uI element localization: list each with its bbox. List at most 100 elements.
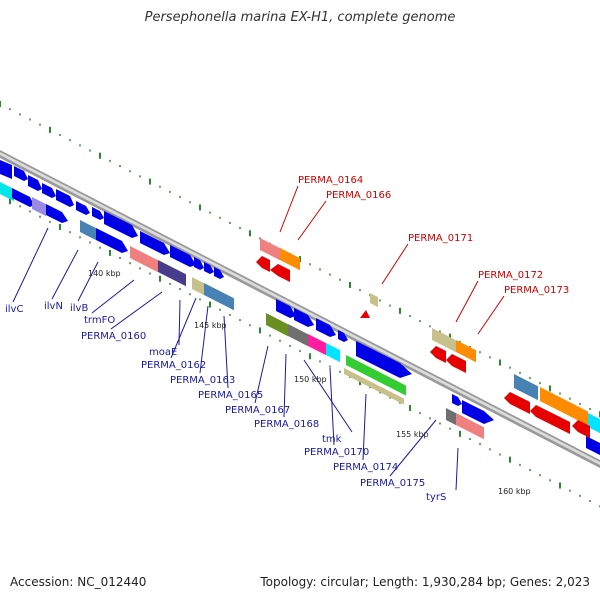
feature-small-a[interactable]	[42, 183, 56, 198]
feature-PERMA_0167[interactable]	[214, 267, 224, 279]
gene-label-PERMA_0170[interactable]: PERMA_0170	[304, 447, 369, 458]
feature-ilvN[interactable]	[14, 166, 28, 181]
product-right-1[interactable]	[514, 374, 538, 401]
feature-right-3[interactable]	[572, 420, 590, 438]
gene-label-PERMA_0160[interactable]: PERMA_0160	[81, 331, 146, 342]
product-right-2[interactable]	[540, 387, 588, 426]
feature-PERMA_0170b[interactable]	[338, 330, 348, 342]
gene-label-tyrS[interactable]: tyrS	[426, 492, 446, 503]
gene-label-PERMA_0172[interactable]: PERMA_0172	[478, 270, 543, 281]
leader-PERMA_0173	[477, 295, 505, 335]
scale-label: 160 kbp	[498, 487, 531, 496]
feature-right-2[interactable]	[530, 405, 570, 434]
gene-label-PERMA_0174[interactable]: PERMA_0174	[333, 462, 398, 473]
gene-label-PERMA_0164[interactable]: PERMA_0164	[298, 175, 363, 186]
product-trmFO-b[interactable]	[96, 228, 128, 253]
feature-trmFO[interactable]	[92, 207, 104, 220]
feature-moaE[interactable]	[140, 231, 170, 255]
gene-label-PERMA_0165[interactable]: PERMA_0165	[198, 390, 263, 401]
feature-PERMA_0165[interactable]	[204, 262, 214, 274]
scale-ticks	[0, 101, 600, 508]
feature-right-4[interactable]	[586, 436, 600, 455]
product-ilvB[interactable]	[32, 197, 46, 217]
genome-summary-text: Topology: circular; Length: 1,930,284 bp…	[260, 575, 590, 589]
leader-ilvB	[77, 261, 99, 302]
product-ilvC[interactable]	[0, 182, 14, 202]
leader-PERMA_0163	[199, 305, 209, 374]
genome-backbone-highlight	[0, 152, 600, 465]
feature-tmk[interactable]	[294, 308, 314, 327]
feature-PERMA_0160[interactable]	[104, 211, 138, 238]
gene-label-PERMA_0167[interactable]: PERMA_0167	[225, 405, 290, 416]
product-PERMA_0173[interactable]	[456, 340, 476, 363]
scale-label: 140 kbp	[88, 269, 121, 278]
product-PERMA_0175[interactable]	[456, 413, 484, 440]
product-trmFO[interactable]	[80, 220, 96, 241]
feature-PERMA_0175[interactable]	[452, 394, 462, 406]
product-moaE[interactable]	[158, 260, 186, 287]
leader-PERMA_0174	[362, 393, 367, 461]
gene-label-trmFO[interactable]: trmFO	[84, 315, 115, 326]
gene-label-moaE[interactable]: moaE	[149, 347, 177, 358]
leader-tmk	[303, 359, 353, 433]
feature-PERMA_0172[interactable]	[430, 346, 446, 363]
gene-label-ilvN[interactable]: ilvN	[44, 301, 63, 312]
gene-label-PERMA_0171[interactable]: PERMA_0171	[408, 233, 473, 244]
feature-small-b[interactable]	[56, 189, 74, 207]
scale-label: 150 kbp	[294, 375, 327, 384]
scale-labels: 140 kbp 145 kbp 150 kbp 155 kbp 160 kbp	[88, 269, 531, 496]
gene-label-PERMA_0163[interactable]: PERMA_0163	[170, 375, 235, 386]
feature-PERMA_0163[interactable]	[194, 257, 204, 270]
feature-ilvB[interactable]	[28, 175, 42, 191]
scale-label: 145 kbp	[194, 321, 227, 330]
feature-PERMA_0166[interactable]	[270, 264, 290, 282]
gene-label-PERMA_0173[interactable]: PERMA_0173	[504, 285, 569, 296]
gene-label-ilvB[interactable]: ilvB	[70, 303, 88, 314]
gene-label-PERMA_0162[interactable]: PERMA_0162	[141, 360, 206, 371]
product-PERMA_0166[interactable]	[280, 248, 300, 271]
gene-label-ilvC[interactable]: ilvC	[5, 304, 23, 315]
product-PERMA_0163[interactable]	[204, 283, 234, 311]
feature-PERMA_0174[interactable]	[356, 341, 412, 378]
product-PERMA_0170b[interactable]	[344, 368, 404, 405]
product-ilvB-b[interactable]	[46, 204, 68, 223]
leader-PERMA_0164	[279, 185, 299, 233]
product-ilvN[interactable]	[12, 188, 34, 207]
product-PERMA_0174[interactable]	[446, 408, 456, 426]
gene-product-row	[0, 182, 484, 440]
forward-strand-features	[0, 160, 494, 424]
feature-right-1[interactable]	[504, 392, 530, 414]
reverse-strand-features	[256, 238, 600, 455]
leader-trmFO	[91, 279, 135, 314]
feature-PERMA_0173[interactable]	[446, 354, 466, 373]
gene-label-PERMA_0168[interactable]: PERMA_0168	[254, 419, 319, 430]
gene-label-PERMA_0166[interactable]: PERMA_0166	[326, 190, 391, 201]
feature-ilvC[interactable]	[0, 160, 12, 179]
product-tmk[interactable]	[326, 343, 340, 363]
gene-label-PERMA_0175[interactable]: PERMA_0175	[360, 478, 425, 489]
product-PERMA_0162[interactable]	[192, 277, 204, 296]
leader-PERMA_0172	[455, 280, 479, 323]
product-PERMA_0167[interactable]	[288, 324, 308, 347]
feature-PERMA_0171a[interactable]	[360, 310, 370, 318]
feature-PERMA_0162[interactable]	[170, 245, 196, 267]
product-PERMA_0172[interactable]	[432, 328, 456, 353]
feature-tyrS[interactable]	[462, 400, 494, 424]
product-PERMA_0168[interactable]	[308, 334, 326, 356]
product-PERMA_0170[interactable]	[346, 355, 406, 396]
product-PERMA_0164[interactable]	[260, 238, 280, 261]
leader-PERMA_0166	[297, 200, 327, 241]
product-right-3[interactable]	[588, 413, 600, 435]
feature-PERMA_0164[interactable]	[256, 256, 270, 272]
feature-PERMA_0168[interactable]	[276, 299, 296, 318]
product-PERMA_0160[interactable]	[130, 246, 158, 273]
leader-ilvC	[12, 227, 49, 303]
feature-small-c[interactable]	[76, 201, 90, 215]
product-PERMA_0171[interactable]	[370, 293, 378, 308]
feature-PERMA_0170a[interactable]	[316, 318, 336, 337]
label-leader-lines	[12, 185, 505, 491]
gene-label-tmk[interactable]: tmk	[322, 434, 342, 445]
product-PERMA_0165[interactable]	[266, 313, 288, 337]
